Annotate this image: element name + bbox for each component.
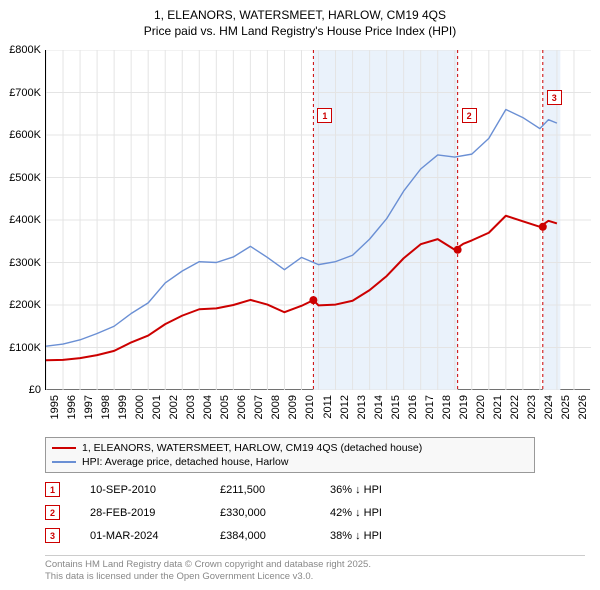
title-line1: 1, ELEANORS, WATERSMEET, HARLOW, CM19 4Q… [0, 8, 600, 24]
x-tick-label: 2005 [219, 395, 231, 419]
x-tick-label: 2023 [526, 395, 538, 419]
x-tick-label: 2007 [253, 395, 265, 419]
x-tick-label: 2021 [492, 395, 504, 419]
x-tick-label: 2024 [543, 395, 555, 419]
x-tick-label: 2016 [407, 395, 419, 419]
y-axis-labels: £0£100K£200K£300K£400K£500K£600K£700K£80… [0, 50, 45, 390]
attribution-line2: This data is licensed under the Open Gov… [45, 571, 585, 583]
x-tick-label: 2002 [168, 395, 180, 419]
legend-swatch [52, 461, 76, 463]
y-tick-label: £600K [9, 129, 41, 141]
legend-label: HPI: Average price, detached house, Harl… [82, 456, 288, 468]
sales-row: 3 01-MAR-2024£384,00038% ↓ HPI [45, 524, 535, 547]
x-tick-label: 2020 [475, 395, 487, 419]
legend-swatch [52, 447, 76, 450]
x-tick-label: 2012 [339, 395, 351, 419]
y-tick-label: £400K [9, 214, 41, 226]
x-tick-label: 2019 [458, 395, 470, 419]
x-tick-label: 2017 [424, 395, 436, 419]
attribution-line1: Contains HM Land Registry data © Crown c… [45, 559, 585, 571]
x-tick-label: 1999 [117, 395, 129, 419]
sales-price: £384,000 [220, 530, 330, 542]
chart-container: 1, ELEANORS, WATERSMEET, HARLOW, CM19 4Q… [0, 0, 600, 590]
chart-marker-2: 2 [462, 108, 477, 123]
y-tick-label: £200K [9, 299, 41, 311]
sales-diff: 38% ↓ HPI [330, 530, 440, 542]
legend-row: 1, ELEANORS, WATERSMEET, HARLOW, CM19 4Q… [52, 441, 528, 455]
y-tick-label: £0 [29, 384, 41, 396]
x-tick-label: 2011 [322, 395, 334, 419]
sales-marker: 2 [45, 505, 60, 520]
chart-marker-1: 1 [317, 108, 332, 123]
x-tick-label: 1995 [49, 395, 61, 419]
x-tick-label: 2000 [134, 395, 146, 419]
attribution: Contains HM Land Registry data © Crown c… [45, 555, 585, 584]
sales-date: 01-MAR-2024 [90, 530, 220, 542]
x-tick-label: 2026 [577, 395, 589, 419]
x-tick-label: 2013 [356, 395, 368, 419]
sales-table: 1 10-SEP-2010£211,50036% ↓ HPI 2 28-FEB-201… [45, 478, 535, 547]
x-tick-label: 2003 [185, 395, 197, 419]
y-tick-label: £300K [9, 257, 41, 269]
x-tick-label: 2025 [560, 395, 572, 419]
x-tick-label: 2015 [390, 395, 402, 419]
sales-row: 1 10-SEP-2010£211,50036% ↓ HPI [45, 478, 535, 501]
sales-date: 10-SEP-2010 [90, 484, 220, 496]
x-tick-label: 2001 [151, 395, 163, 419]
sales-marker: 1 [45, 482, 60, 497]
x-tick-label: 2008 [270, 395, 282, 419]
legend: 1, ELEANORS, WATERSMEET, HARLOW, CM19 4Q… [45, 437, 535, 473]
y-tick-label: £700K [9, 87, 41, 99]
x-tick-label: 2022 [509, 395, 521, 419]
x-tick-label: 2006 [236, 395, 248, 419]
sales-price: £211,500 [220, 484, 330, 496]
x-tick-label: 1998 [100, 395, 112, 419]
y-tick-label: £500K [9, 172, 41, 184]
plot-svg [46, 50, 591, 390]
y-tick-label: £800K [9, 44, 41, 56]
x-tick-label: 2010 [304, 395, 316, 419]
y-tick-label: £100K [9, 342, 41, 354]
sales-marker: 3 [45, 528, 60, 543]
legend-row: HPI: Average price, detached house, Harl… [52, 455, 528, 469]
x-tick-label: 2004 [202, 395, 214, 419]
sales-date: 28-FEB-2019 [90, 507, 220, 519]
x-tick-label: 2009 [287, 395, 299, 419]
x-tick-label: 1997 [83, 395, 95, 419]
sales-diff: 42% ↓ HPI [330, 507, 440, 519]
sales-row: 2 28-FEB-2019£330,00042% ↓ HPI [45, 501, 535, 524]
chart-marker-3: 3 [547, 90, 562, 105]
x-tick-label: 2018 [441, 395, 453, 419]
title-line2: Price paid vs. HM Land Registry's House … [0, 24, 600, 40]
x-tick-label: 2014 [373, 395, 385, 419]
x-axis-labels: 1995 1996 1997 1998 1999 2000 2001 2002 2003 2004… [45, 393, 590, 438]
plot-area: 1 2 3 [45, 50, 590, 390]
x-tick-label: 1996 [66, 395, 78, 419]
chart-title: 1, ELEANORS, WATERSMEET, HARLOW, CM19 4Q… [0, 0, 600, 39]
sales-price: £330,000 [220, 507, 330, 519]
legend-label: 1, ELEANORS, WATERSMEET, HARLOW, CM19 4Q… [82, 442, 422, 454]
sales-diff: 36% ↓ HPI [330, 484, 440, 496]
